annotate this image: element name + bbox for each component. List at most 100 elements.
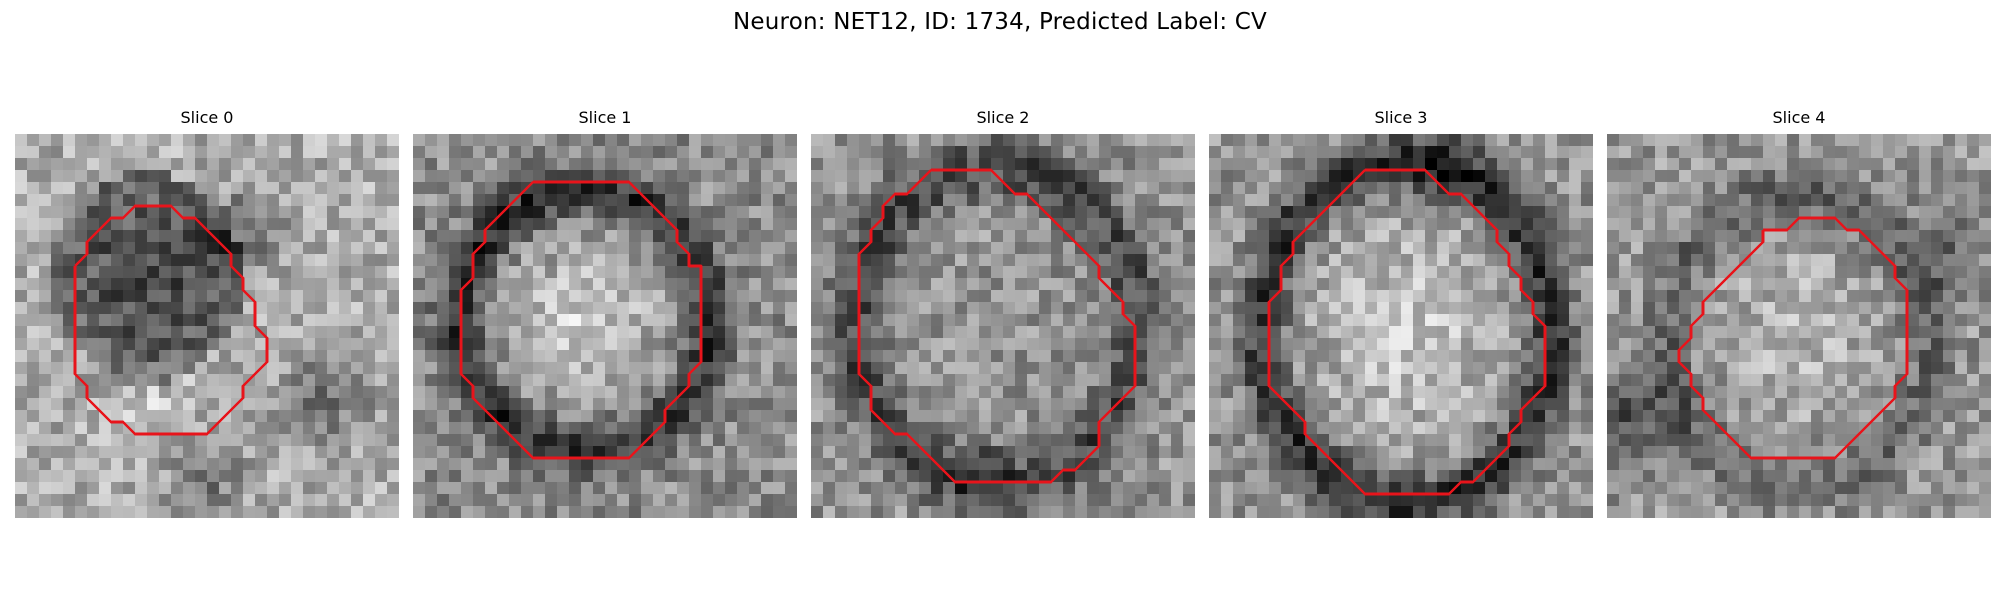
pixel: [823, 278, 836, 291]
pixel: [749, 302, 762, 315]
pixel: [1497, 290, 1510, 303]
pixel: [557, 398, 570, 411]
pixel: [979, 338, 992, 351]
pixel: [919, 194, 932, 207]
pixel: [1871, 302, 1884, 315]
pixel: [123, 182, 136, 195]
pixel: [1257, 218, 1270, 231]
pixel: [195, 374, 208, 387]
pixel: [895, 278, 908, 291]
pixel: [1679, 446, 1692, 459]
pixel: [63, 182, 76, 195]
pixel: [1533, 242, 1546, 255]
pixel: [629, 410, 642, 423]
pixel: [1039, 470, 1052, 483]
pixel: [135, 482, 148, 495]
pixel: [1787, 230, 1800, 243]
pixel: [75, 362, 88, 375]
pixel: [811, 506, 824, 518]
pixel: [1147, 350, 1160, 363]
pixel: [1703, 326, 1716, 339]
pixel: [207, 350, 220, 363]
pixel: [135, 338, 148, 351]
pixel: [931, 230, 944, 243]
pixel: [641, 506, 654, 518]
pixel: [1859, 362, 1872, 375]
pixel: [569, 446, 582, 459]
pixel: [315, 218, 328, 231]
pixel: [895, 170, 908, 183]
pixel: [1931, 434, 1944, 447]
pixel: [1859, 254, 1872, 267]
pixel: [1123, 146, 1136, 159]
pixel: [1111, 266, 1124, 279]
pixel: [871, 422, 884, 435]
pixel: [859, 134, 872, 147]
pixel: [1655, 434, 1668, 447]
pixel: [1257, 434, 1270, 447]
pixel: [1485, 266, 1498, 279]
pixel: [991, 446, 1004, 459]
pixel: [39, 170, 52, 183]
pixel: [1233, 374, 1246, 387]
pixel: [1305, 338, 1318, 351]
pixel: [159, 506, 172, 518]
pixel: [629, 374, 642, 387]
pixel: [1581, 170, 1593, 183]
pixel: [123, 242, 136, 255]
pixel: [437, 506, 450, 518]
pixel: [737, 158, 750, 171]
pixel: [1521, 254, 1534, 267]
pixel: [883, 278, 896, 291]
pixel: [27, 410, 40, 423]
pixel: [1377, 482, 1390, 495]
pixel: [1221, 410, 1234, 423]
pixel: [521, 146, 534, 159]
pixel: [907, 266, 920, 279]
pixel: [1087, 374, 1100, 387]
pixel: [689, 230, 702, 243]
pixel: [895, 374, 908, 387]
pixel: [1317, 410, 1330, 423]
pixel: [593, 386, 606, 399]
pixel: [75, 170, 88, 183]
pixel: [641, 326, 654, 339]
pixel: [713, 314, 726, 327]
pixel: [677, 362, 690, 375]
pixel: [1293, 314, 1306, 327]
pixel: [87, 158, 100, 171]
pixel: [449, 422, 462, 435]
pixel: [39, 446, 52, 459]
pixel: [883, 494, 896, 507]
pixel: [1955, 230, 1968, 243]
pixel: [1389, 302, 1402, 315]
pixel: [847, 398, 860, 411]
pixel: [1245, 194, 1258, 207]
pixel: [1895, 134, 1908, 147]
pixel: [135, 446, 148, 459]
pixel: [375, 194, 388, 207]
pixel: [363, 434, 376, 447]
pixel: [955, 314, 968, 327]
pixel: [1607, 410, 1620, 423]
pixel: [1341, 434, 1354, 447]
pixel: [1209, 470, 1222, 483]
pixel: [1581, 194, 1593, 207]
pixel: [569, 386, 582, 399]
pixel: [375, 362, 388, 375]
pixel: [761, 302, 774, 315]
pixel: [617, 410, 630, 423]
pixel: [907, 302, 920, 315]
pixel: [111, 494, 124, 507]
pixel: [1823, 206, 1836, 219]
pixel: [437, 446, 450, 459]
pixel: [1039, 218, 1052, 231]
pixel: [1533, 506, 1546, 518]
pixel: [1123, 302, 1136, 315]
pixel: [413, 146, 426, 159]
pixel: [1557, 266, 1570, 279]
pixel: [1317, 158, 1330, 171]
pixel: [895, 482, 908, 495]
pixel: [1329, 506, 1342, 518]
pixel: [1545, 482, 1558, 495]
